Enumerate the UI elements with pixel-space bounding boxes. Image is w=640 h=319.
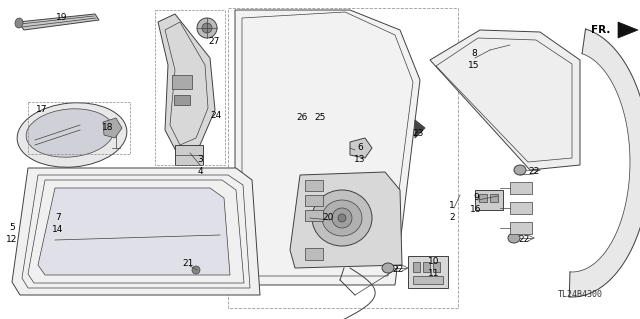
Polygon shape xyxy=(38,188,230,275)
Ellipse shape xyxy=(197,18,217,38)
Bar xyxy=(479,194,487,202)
Text: 22: 22 xyxy=(529,167,540,176)
Ellipse shape xyxy=(322,200,362,236)
Ellipse shape xyxy=(202,23,212,33)
Text: 4: 4 xyxy=(197,167,203,176)
Ellipse shape xyxy=(314,108,322,116)
Text: 8: 8 xyxy=(471,49,477,58)
Bar xyxy=(305,210,323,221)
Bar xyxy=(174,95,190,105)
Text: 3: 3 xyxy=(197,155,203,165)
Text: 25: 25 xyxy=(314,114,326,122)
Bar xyxy=(408,256,448,288)
Ellipse shape xyxy=(299,107,305,113)
Text: 16: 16 xyxy=(470,205,482,214)
Text: 6: 6 xyxy=(357,144,363,152)
Text: 12: 12 xyxy=(6,235,18,244)
Ellipse shape xyxy=(508,233,520,243)
Text: 19: 19 xyxy=(56,13,68,23)
Text: 17: 17 xyxy=(36,106,48,115)
Bar xyxy=(510,222,532,234)
Text: FR.: FR. xyxy=(591,25,611,35)
Polygon shape xyxy=(350,138,372,158)
Bar xyxy=(28,102,130,154)
Text: 24: 24 xyxy=(211,110,221,120)
Text: 13: 13 xyxy=(355,155,365,165)
Bar xyxy=(228,8,458,308)
Text: 11: 11 xyxy=(428,270,440,278)
Bar xyxy=(172,75,192,89)
Text: 22: 22 xyxy=(518,235,530,244)
Text: 10: 10 xyxy=(428,257,440,266)
Bar xyxy=(413,276,443,284)
Polygon shape xyxy=(103,118,122,138)
Ellipse shape xyxy=(332,208,352,228)
Bar xyxy=(475,190,503,210)
Polygon shape xyxy=(290,172,402,268)
Bar xyxy=(423,262,430,272)
Ellipse shape xyxy=(26,109,114,157)
Text: 26: 26 xyxy=(296,114,308,122)
Ellipse shape xyxy=(192,266,200,274)
Bar xyxy=(510,202,532,214)
Text: 20: 20 xyxy=(323,213,333,222)
Ellipse shape xyxy=(296,104,308,116)
Ellipse shape xyxy=(17,103,127,167)
Text: 22: 22 xyxy=(392,265,404,275)
Text: TL24B4300: TL24B4300 xyxy=(557,290,602,299)
Polygon shape xyxy=(430,30,580,170)
Ellipse shape xyxy=(382,263,394,273)
Ellipse shape xyxy=(487,85,497,95)
Text: 15: 15 xyxy=(468,62,480,70)
Bar xyxy=(175,145,203,165)
Bar xyxy=(155,10,225,165)
Polygon shape xyxy=(415,120,425,138)
Text: 18: 18 xyxy=(102,123,114,132)
Ellipse shape xyxy=(15,18,23,28)
Text: 2: 2 xyxy=(449,212,455,221)
Polygon shape xyxy=(618,22,638,38)
Ellipse shape xyxy=(312,190,372,246)
Bar xyxy=(510,182,532,194)
Polygon shape xyxy=(569,29,640,297)
Text: 1: 1 xyxy=(449,201,455,210)
Text: 21: 21 xyxy=(182,259,194,269)
Bar xyxy=(305,248,323,260)
Text: 5: 5 xyxy=(9,224,15,233)
Text: 7: 7 xyxy=(55,213,61,222)
Bar xyxy=(490,194,498,202)
Polygon shape xyxy=(158,14,215,155)
Text: 23: 23 xyxy=(412,129,424,137)
Ellipse shape xyxy=(514,165,526,175)
Text: 27: 27 xyxy=(208,38,220,47)
Polygon shape xyxy=(12,168,260,295)
Bar xyxy=(305,180,323,191)
Ellipse shape xyxy=(310,105,326,119)
Bar xyxy=(433,262,440,272)
Text: 14: 14 xyxy=(52,226,64,234)
Ellipse shape xyxy=(338,214,346,222)
Bar xyxy=(413,262,420,272)
Text: 9: 9 xyxy=(473,194,479,203)
Polygon shape xyxy=(18,14,99,30)
Bar xyxy=(305,195,323,206)
Polygon shape xyxy=(235,10,420,285)
